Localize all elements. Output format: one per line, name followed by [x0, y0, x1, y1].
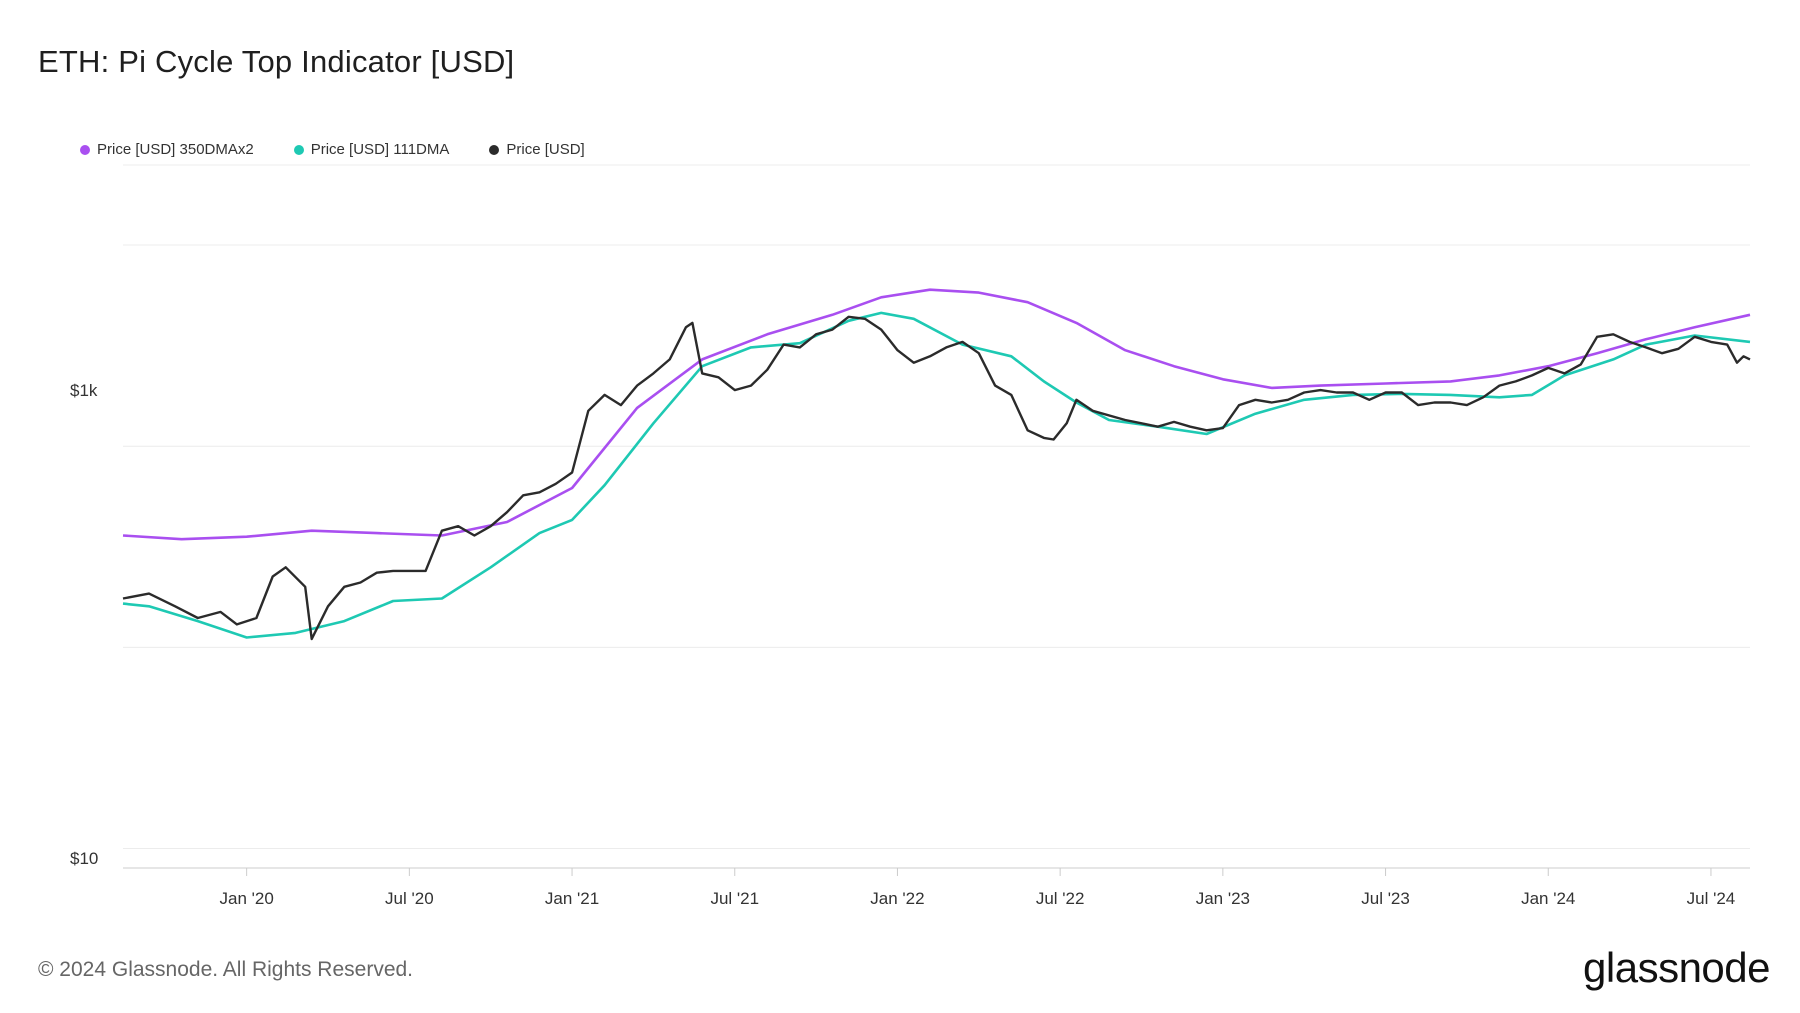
- x-tick-label: Jan '22: [870, 889, 924, 908]
- x-tick-label: Jan '23: [1196, 889, 1250, 908]
- x-axis: Jan '20 Jul '20 Jan '21 Jul '21 Jan '22 Jul '…: [123, 867, 1750, 908]
- y-tick-label-1k: $1k: [70, 381, 98, 400]
- legend-dot-icon: [293, 144, 304, 155]
- series-line-111dma[interactable]: [122, 311, 1751, 639]
- series-line-price[interactable]: [122, 315, 1751, 641]
- y-tick-label-10: $10: [70, 849, 99, 868]
- glassnode-logo: glassnode: [1583, 944, 1770, 991]
- x-tick-label: Jul '24: [1687, 889, 1736, 908]
- series-lines: [122, 288, 1751, 641]
- legend-item-111dma[interactable]: Price [USD] 111DMA: [293, 141, 450, 158]
- copyright-text: © 2024 Glassnode. All Rights Reserved.: [38, 958, 414, 981]
- legend-dot-icon: [489, 144, 500, 155]
- x-tick-label: Jul '22: [1036, 889, 1085, 908]
- x-tick-label: Jul '23: [1361, 889, 1410, 908]
- x-tick-label: Jan '20: [220, 889, 274, 908]
- x-tick-label: Jan '24: [1521, 889, 1575, 908]
- legend-label: Price [USD]: [506, 141, 585, 158]
- x-tick-label: Jan '21: [545, 889, 599, 908]
- chart-title: ETH: Pi Cycle Top Indicator [USD]: [38, 44, 515, 79]
- legend-item-price[interactable]: Price [USD]: [489, 141, 585, 158]
- legend-label: Price [USD] 350DMAx2: [97, 141, 254, 158]
- legend-label: Price [USD] 111DMA: [310, 141, 450, 158]
- legend: Price [USD] 350DMAx2 Price [USD] 111DMA …: [80, 141, 585, 158]
- x-tick-label: Jul '20: [385, 889, 434, 908]
- series-line-350dmax2[interactable]: [122, 288, 1751, 541]
- legend-item-350dmax2[interactable]: Price [USD] 350DMAx2: [80, 141, 254, 158]
- legend-dot-icon: [80, 144, 90, 155]
- x-tick-label: Jul '21: [710, 889, 759, 908]
- gridlines: [123, 164, 1750, 850]
